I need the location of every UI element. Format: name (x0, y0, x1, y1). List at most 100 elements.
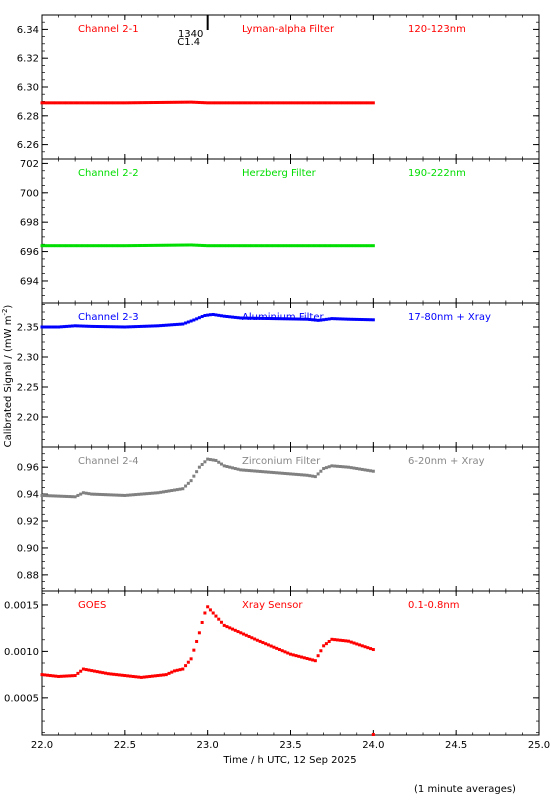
data-point (120, 493, 124, 497)
x-tick-label: 22.5 (114, 740, 136, 751)
data-point (43, 244, 47, 248)
data-point (369, 647, 373, 651)
data-point (87, 101, 91, 105)
data-point (327, 317, 331, 321)
data-point (68, 324, 72, 328)
x-tick-label: 22.0 (31, 740, 53, 751)
data-point (327, 101, 331, 105)
data-point (106, 672, 110, 676)
data-point (65, 101, 69, 105)
data-point (344, 244, 348, 248)
data-point (300, 244, 304, 248)
panels-layer (41, 14, 540, 736)
data-point (81, 324, 85, 328)
data-point (128, 325, 132, 329)
data-point (228, 244, 232, 248)
data-point (84, 101, 88, 105)
data-point (137, 675, 141, 679)
data-point (261, 641, 265, 645)
data-point (70, 324, 74, 328)
data-point (302, 317, 306, 321)
data-point (239, 631, 243, 635)
data-point (164, 243, 168, 247)
data-point (90, 101, 94, 105)
data-point (313, 475, 317, 479)
data-point (269, 470, 273, 474)
data-point (275, 101, 279, 105)
panel-frame (41, 14, 540, 160)
data-point (43, 673, 47, 677)
data-point (181, 100, 185, 104)
data-point (261, 244, 265, 248)
data-point (145, 324, 149, 328)
data-point (148, 243, 152, 247)
data-point (275, 317, 279, 321)
data-point (62, 325, 66, 329)
data-point (291, 472, 295, 476)
data-point (283, 650, 287, 654)
data-point (286, 244, 290, 248)
data-point (313, 318, 317, 322)
data-point (54, 101, 58, 105)
data-point (316, 101, 320, 105)
data-point (76, 101, 80, 105)
data-point (283, 101, 287, 105)
data-point (87, 244, 91, 248)
data-point (291, 317, 295, 321)
data-point (178, 668, 182, 672)
data-point (360, 101, 364, 105)
data-point (54, 244, 58, 248)
data-point (349, 244, 353, 248)
data-point (195, 317, 199, 321)
data-point (308, 244, 312, 248)
data-point (366, 468, 370, 472)
data-point (134, 325, 138, 329)
panel-4 (41, 446, 540, 592)
data-point (247, 244, 251, 248)
y-tick-label: 0.90 (17, 543, 39, 554)
data-point (104, 244, 108, 248)
data-point (81, 491, 85, 495)
data-point (319, 469, 323, 473)
data-point (258, 639, 262, 643)
data-point (335, 464, 339, 468)
data-point (225, 315, 229, 318)
data-point (40, 325, 44, 329)
data-point (76, 244, 80, 248)
data-point (291, 653, 295, 657)
data-point (363, 244, 367, 248)
data-point (286, 472, 290, 476)
y-tick-label: 2.35 (17, 323, 39, 334)
y-tick-label: 2.30 (17, 353, 39, 364)
data-point (104, 325, 108, 329)
data-point (242, 468, 246, 472)
data-point (228, 101, 232, 105)
data-point (81, 244, 85, 248)
data-point (219, 620, 223, 624)
data-point (145, 243, 149, 247)
data-point (126, 325, 130, 329)
data-point (211, 312, 215, 316)
data-point (139, 324, 143, 328)
data-point (360, 467, 364, 471)
data-point (277, 244, 281, 248)
data-point (62, 101, 66, 105)
flare-time-label: 1340 (178, 29, 203, 40)
data-point (371, 101, 375, 105)
data-point (195, 243, 199, 247)
series-1 (40, 100, 375, 105)
data-point (242, 244, 246, 248)
data-point (57, 325, 61, 329)
data-point (128, 493, 132, 497)
data-point (366, 244, 370, 248)
data-point (258, 244, 262, 248)
data-point (366, 101, 370, 105)
data-point (366, 646, 370, 650)
data-point (40, 101, 44, 105)
data-point (341, 465, 345, 469)
data-point (134, 101, 138, 105)
data-point (239, 316, 243, 320)
data-point (167, 323, 171, 327)
data-point (217, 244, 221, 248)
data-point (137, 492, 141, 496)
